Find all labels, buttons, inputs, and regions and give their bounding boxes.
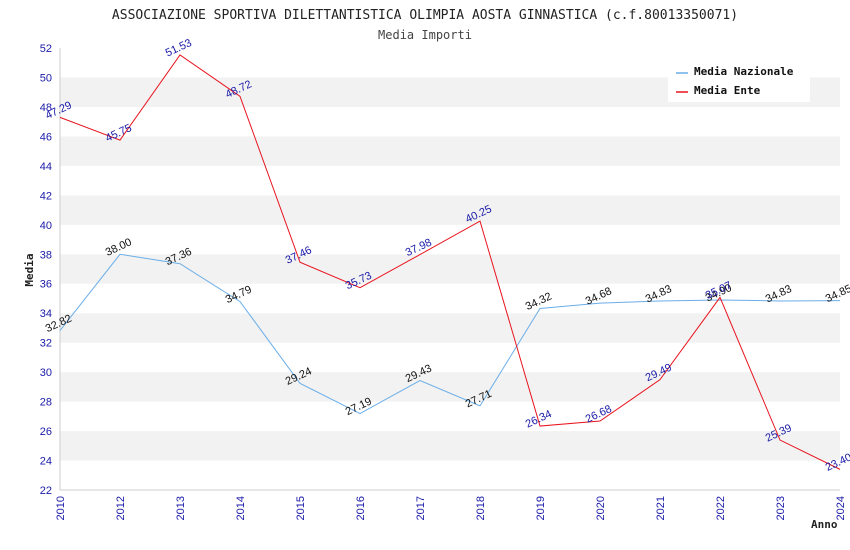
- y-tick-label: 40: [40, 220, 52, 232]
- plot-band: [60, 342, 840, 373]
- plot-band: [60, 106, 840, 137]
- y-tick-label: 48: [40, 102, 52, 114]
- x-axis-title: Anno: [811, 518, 838, 531]
- y-tick-label: 22: [40, 485, 52, 497]
- series-line-nazionale: [59, 253, 841, 415]
- y-tick-label: 44: [40, 161, 52, 173]
- x-tick-label: 2020: [595, 496, 607, 520]
- legend-label-ente: Media Ente: [694, 84, 761, 97]
- plot-bands: [60, 48, 840, 490]
- x-tick-label: 2023: [775, 496, 787, 520]
- plot-band: [60, 165, 840, 196]
- y-tick-label: 34: [40, 308, 52, 320]
- series-line-ente: [59, 54, 841, 470]
- y-tick-label: 26: [40, 426, 52, 438]
- chart-title: ASSOCIAZIONE SPORTIVA DILETTANTISTICA OL…: [112, 8, 738, 23]
- plot-band: [60, 224, 840, 255]
- y-tick-label: 50: [40, 72, 52, 84]
- x-tick-label: 2024: [835, 496, 847, 520]
- chart-subtitle: Media Importi: [378, 28, 472, 42]
- plot-band: [60, 401, 840, 432]
- plot-band: [60, 431, 840, 461]
- plot-band: [60, 195, 840, 225]
- x-tick-label: 2015: [295, 496, 307, 520]
- y-tick-label: 46: [40, 131, 52, 143]
- x-tick-label: 2022: [715, 496, 727, 520]
- legend-box: [668, 60, 810, 102]
- x-tick-label: 2016: [355, 496, 367, 520]
- legend: Media Nazionale Media Ente: [668, 60, 810, 102]
- x-tick-label: 2012: [115, 496, 127, 520]
- y-tick-label: 38: [40, 249, 52, 261]
- x-tick-label: 2021: [655, 496, 667, 520]
- x-tick-label: 2010: [55, 496, 67, 520]
- y-tick-label: 24: [40, 456, 52, 468]
- plot-band: [60, 460, 840, 490]
- plot-band: [60, 283, 840, 314]
- legend-label-nazionale: Media Nazionale: [694, 65, 794, 78]
- y-tick-label: 32: [40, 338, 52, 350]
- y-tick-label: 28: [40, 397, 52, 409]
- x-tick-label: 2013: [175, 496, 187, 520]
- y-tick-label: 42: [40, 190, 52, 202]
- plot-band: [60, 254, 840, 284]
- y-tick-label: 36: [40, 279, 52, 291]
- plot-band: [60, 136, 840, 166]
- x-axis-ticks: 2010 2012 2013 2014 2015 2016 2017 2018 2019 2020…: [55, 496, 847, 520]
- y-tick-label: 30: [40, 367, 52, 379]
- x-tick-label: 2017: [415, 496, 427, 520]
- y-axis-title: Media: [23, 253, 36, 286]
- plot-band: [60, 313, 840, 343]
- x-tick-label: 2014: [235, 496, 247, 520]
- plot-band: [60, 372, 840, 402]
- x-tick-label: 2018: [475, 496, 487, 520]
- x-tick-label: 2019: [535, 496, 547, 520]
- y-tick-label: 52: [40, 43, 52, 55]
- y-axis-ticks: 22 24 26 28 30 32 34 36 38 40 42 44 46 48 50 52: [40, 43, 52, 497]
